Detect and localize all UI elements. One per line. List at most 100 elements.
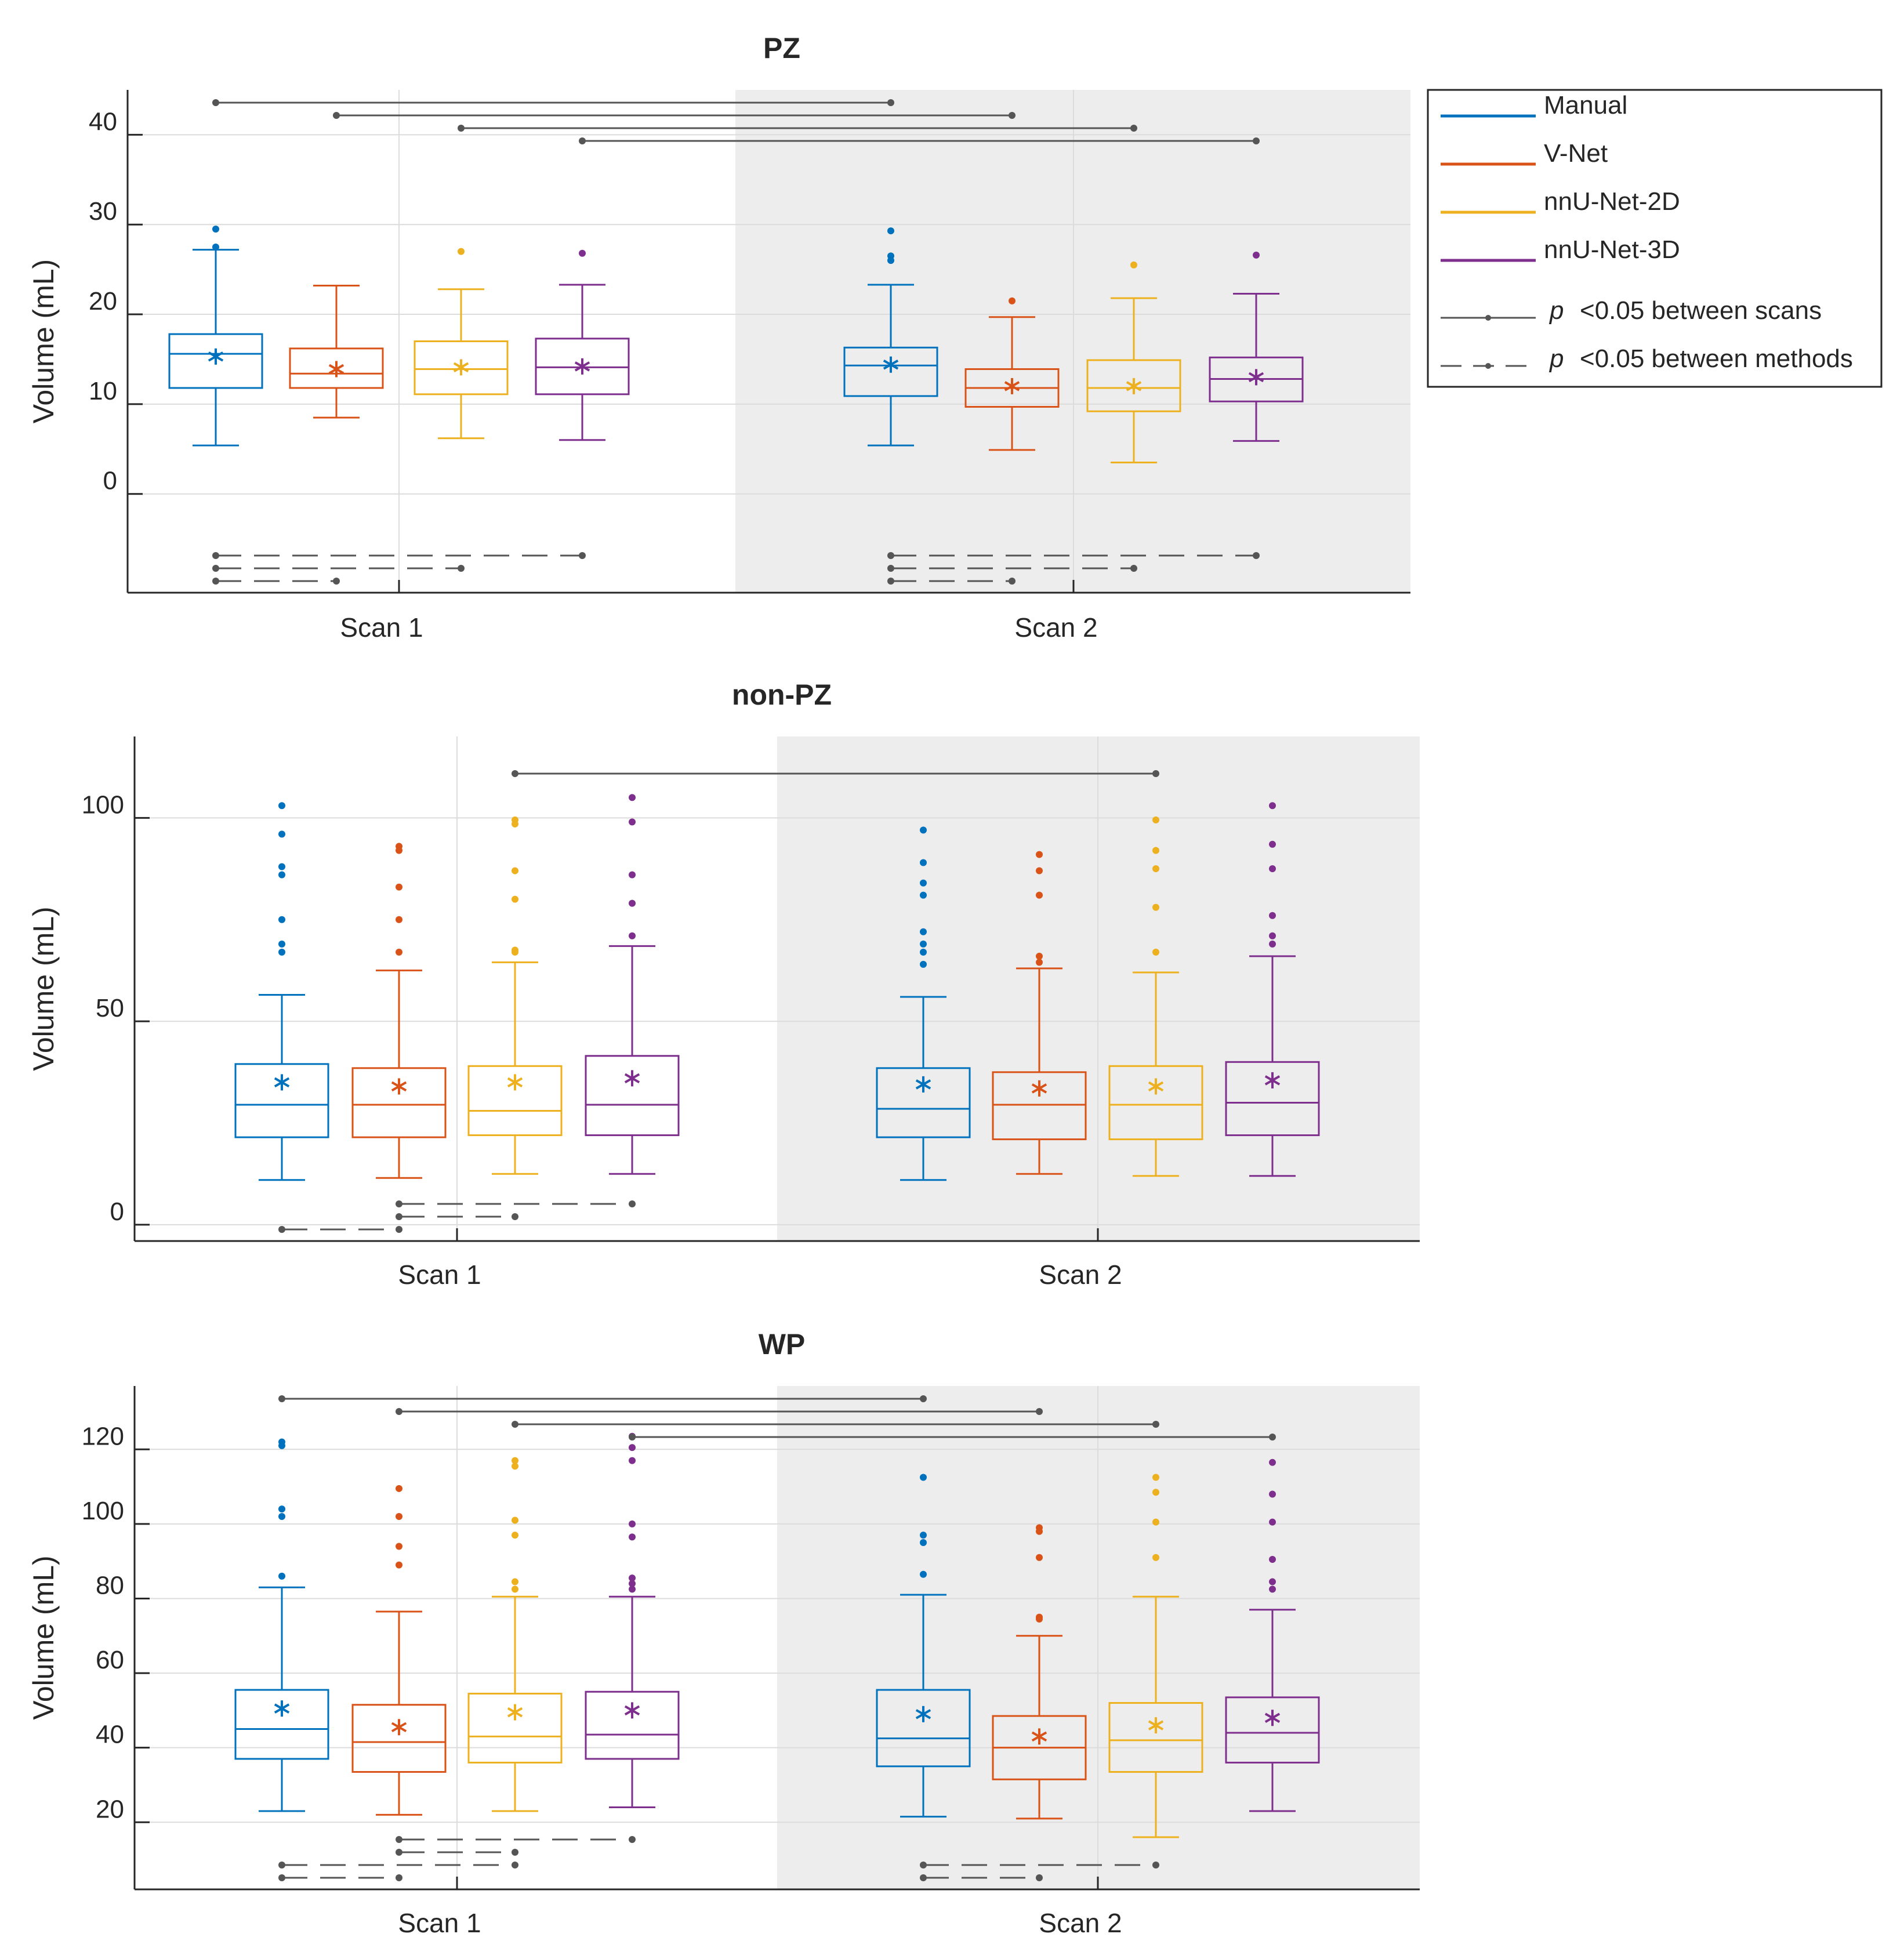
outlier-point bbox=[629, 818, 636, 826]
outlier-point bbox=[1036, 891, 1043, 899]
box-manual-scan1 bbox=[234, 1438, 329, 1812]
sig-dot bbox=[629, 1836, 636, 1843]
sig-dot bbox=[1253, 552, 1260, 559]
outlier-point bbox=[1152, 904, 1159, 911]
legend-label: nnU-Net-2D bbox=[1544, 187, 1680, 216]
box-nnunet2d-scan2 bbox=[1108, 1474, 1203, 1838]
legend-item-6: p <0.05 between methods bbox=[1441, 344, 1853, 373]
box-iqr bbox=[585, 1690, 680, 1760]
outlier-point bbox=[1009, 297, 1016, 304]
sig-dot bbox=[278, 1395, 285, 1402]
outlier-point bbox=[278, 871, 285, 879]
outlier-point bbox=[920, 940, 927, 948]
box-iqr bbox=[234, 1689, 329, 1760]
outlier-point bbox=[1152, 1474, 1159, 1481]
x-tick-label-scan2: Scan 2 bbox=[1014, 612, 1097, 643]
y-tick-label: 30 bbox=[89, 197, 117, 226]
sig-dot bbox=[512, 1213, 518, 1220]
sig-dot bbox=[1009, 578, 1016, 585]
outlier-point bbox=[1269, 940, 1276, 948]
mean-marker bbox=[1248, 369, 1264, 386]
sig-dot bbox=[920, 1395, 927, 1402]
box-vnet-scan2 bbox=[992, 851, 1087, 1175]
y-tick-label: 100 bbox=[82, 1497, 124, 1525]
sig-dot bbox=[396, 1213, 402, 1220]
outlier-point bbox=[920, 948, 927, 956]
box-nnunet3d-scan2 bbox=[1209, 251, 1304, 442]
y-tick-label: 20 bbox=[89, 287, 117, 315]
y-tick-label: 0 bbox=[103, 467, 117, 495]
legend-p-symbol: p bbox=[1548, 344, 1564, 373]
outlier-point bbox=[458, 248, 465, 255]
sig-dot bbox=[512, 770, 518, 777]
outlier-point bbox=[920, 1539, 927, 1547]
box-iqr bbox=[535, 338, 630, 396]
box-iqr bbox=[1086, 359, 1181, 412]
y-tick-label: 10 bbox=[89, 377, 117, 405]
mean-marker bbox=[883, 356, 899, 373]
mean-marker-stroke bbox=[1148, 1720, 1164, 1730]
outlier-point bbox=[629, 794, 636, 801]
outlier-point bbox=[1152, 847, 1159, 854]
gridlines bbox=[128, 90, 1410, 593]
outlier-point bbox=[629, 1533, 636, 1541]
outlier-point bbox=[1152, 948, 1159, 956]
sig-dot bbox=[1269, 1434, 1276, 1441]
chart-title: non-PZ bbox=[732, 679, 832, 711]
outlier-point bbox=[512, 867, 518, 875]
outlier-point bbox=[1036, 1528, 1043, 1535]
outlier-point bbox=[1269, 1578, 1276, 1585]
y-axis-label: Volume (mL) bbox=[27, 259, 60, 423]
sig-dot bbox=[278, 1226, 285, 1233]
sig-dot bbox=[887, 99, 894, 106]
outlier-point bbox=[920, 826, 927, 834]
box-nnunet2d-scan2 bbox=[1108, 816, 1203, 1177]
legend-item-3: nnU-Net-2D bbox=[1441, 187, 1680, 216]
mean-marker bbox=[915, 1076, 931, 1093]
box-vnet-scan2 bbox=[964, 297, 1060, 451]
significance-between-methods bbox=[278, 1836, 1159, 1881]
box-manual-scan1 bbox=[168, 225, 263, 447]
mean-marker-stroke bbox=[453, 362, 469, 373]
y-tick-label: 40 bbox=[89, 107, 117, 136]
sig-dot bbox=[1253, 137, 1260, 144]
mean-marker bbox=[1004, 378, 1020, 394]
box-vnet-scan1 bbox=[289, 285, 384, 419]
sig-dot bbox=[887, 552, 894, 559]
sig-dot bbox=[920, 1862, 927, 1868]
outlier-point bbox=[629, 1520, 636, 1528]
outlier-point bbox=[920, 960, 927, 968]
box-vnet-scan2 bbox=[992, 1524, 1087, 1820]
outlier-point bbox=[1253, 251, 1260, 259]
sig-dot bbox=[1152, 770, 1159, 777]
box-nnunet2d-scan1 bbox=[467, 816, 563, 1175]
mean-marker-stroke bbox=[274, 1077, 290, 1088]
sig-dot bbox=[887, 565, 894, 572]
box-nnunet3d-scan2 bbox=[1225, 1458, 1320, 1812]
outlier-point bbox=[1152, 1518, 1159, 1526]
outlier-point bbox=[212, 243, 219, 251]
sig-dot bbox=[396, 1408, 402, 1415]
sig-dot bbox=[333, 578, 340, 585]
mean-marker-stroke bbox=[1264, 1712, 1281, 1723]
mean-marker bbox=[391, 1078, 407, 1095]
legend: Manual V-Net nnU-Net-2D nnU-Net-3D p <0.05 be… bbox=[1427, 89, 1883, 388]
outlier-point bbox=[212, 225, 219, 233]
mean-marker bbox=[391, 1719, 407, 1736]
outlier-point bbox=[629, 932, 636, 939]
box-iqr bbox=[585, 1055, 680, 1137]
box-iqr bbox=[414, 340, 509, 396]
outlier-point bbox=[1036, 1554, 1043, 1561]
significance-between-scans bbox=[512, 770, 1159, 777]
outlier-point bbox=[629, 1580, 636, 1587]
y-tick-label: 100 bbox=[82, 790, 124, 819]
mean-marker bbox=[507, 1074, 523, 1091]
y-tick-label: 60 bbox=[96, 1646, 124, 1674]
box-iqr bbox=[843, 346, 938, 397]
box-iqr bbox=[289, 347, 384, 389]
box-vnet-scan1 bbox=[351, 1485, 447, 1816]
outlier-point bbox=[278, 1442, 285, 1449]
legend-item-1: Manual bbox=[1441, 91, 1627, 119]
outlier-point bbox=[1152, 865, 1159, 873]
x-tick-label-scan1: Scan 1 bbox=[398, 1908, 481, 1938]
